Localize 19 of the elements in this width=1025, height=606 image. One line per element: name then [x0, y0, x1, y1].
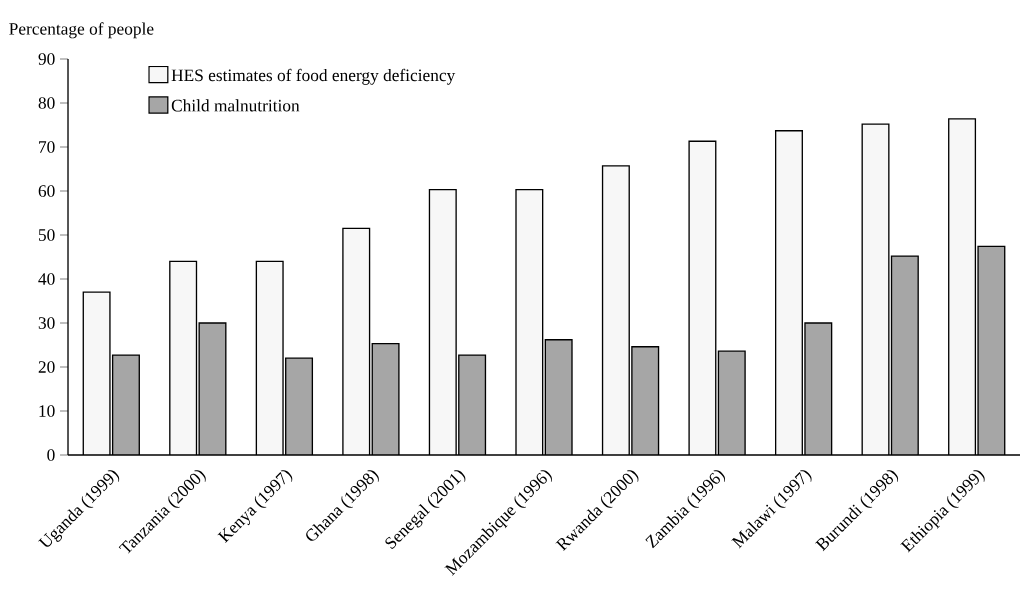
legend-label: HES estimates of food energy deficiency [171, 68, 456, 85]
y-tick-label: 50 [38, 229, 55, 241]
y-axis-title: Percentage of people [9, 22, 154, 39]
y-tick-label: 20 [38, 361, 55, 373]
bar [948, 118, 977, 455]
y-tick-label: 90 [38, 53, 55, 65]
bar [199, 322, 226, 455]
y-tick-label: 60 [38, 185, 55, 197]
bar [977, 245, 1006, 455]
y-tick-label: 30 [38, 317, 55, 329]
bar [718, 351, 746, 455]
y-tick-label: 0 [47, 449, 55, 461]
legend-label: Child malnutrition [171, 99, 300, 112]
y-tick-label: 40 [38, 273, 55, 285]
bar [545, 339, 572, 455]
y-tick-label: 70 [39, 141, 55, 153]
y-tick-label: 10 [39, 405, 55, 417]
y-tick-label: 80 [38, 97, 55, 109]
bar [372, 343, 399, 455]
